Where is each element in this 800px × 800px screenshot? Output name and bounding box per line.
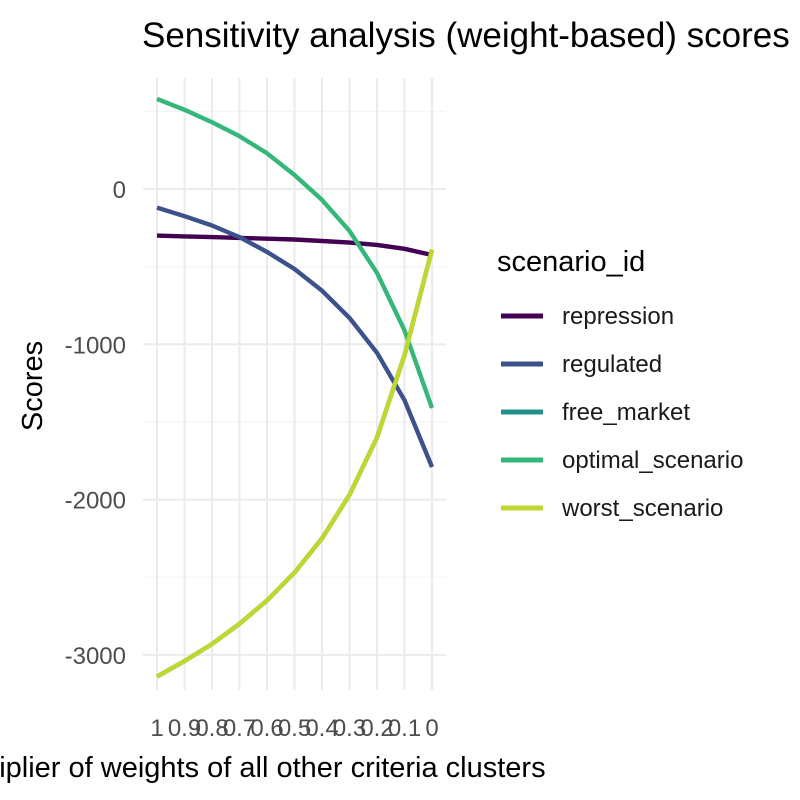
x-axis-ticks: 1 0.90.80.70.60.50.40.30.20.1 0 bbox=[150, 715, 438, 742]
series-lines bbox=[155, 96, 435, 679]
x-tick-label: 1 bbox=[150, 715, 163, 742]
series-line-worst-scenario bbox=[155, 249, 435, 679]
legend-items: repression regulated free_market optimal_sc… bbox=[501, 303, 743, 522]
x-tick-label: 0 bbox=[425, 715, 438, 742]
series-line-repression bbox=[156, 233, 433, 258]
y-axis-title: Scores bbox=[17, 341, 49, 431]
y-tick-label: -1000 bbox=[65, 332, 126, 359]
x-tick-label: 0.9 bbox=[168, 715, 201, 742]
series-line-regulated bbox=[156, 205, 435, 468]
chart-title: Sensitivity analysis (weight-based) scor… bbox=[142, 16, 790, 55]
legend-label-optimal-scenario: optimal_scenario bbox=[562, 447, 743, 474]
x-tick-label: 0.3 bbox=[333, 715, 366, 742]
x-tick-label: 0.6 bbox=[250, 715, 283, 742]
x-tick-label: 0.7 bbox=[223, 715, 256, 742]
legend-label-free-market: free_market bbox=[562, 399, 690, 426]
legend-title: scenario_id bbox=[497, 246, 645, 278]
x-tick-label: 0.2 bbox=[360, 715, 393, 742]
grid bbox=[143, 78, 446, 690]
legend-label-repression: repression bbox=[562, 303, 674, 330]
y-tick-label: -3000 bbox=[65, 643, 126, 670]
x-tick-label: 0.5 bbox=[278, 715, 311, 742]
x-tick-label: 0.1 bbox=[388, 715, 421, 742]
y-tick-label: -2000 bbox=[65, 488, 126, 515]
series-line-optimal-scenario bbox=[156, 96, 435, 409]
x-axis-title: Multiplier of weights of all other crite… bbox=[0, 752, 546, 784]
x-tick-label: 0.8 bbox=[195, 715, 228, 742]
y-axis-ticks: 0 -1000 -2000 -3000 bbox=[65, 177, 126, 670]
legend-label-worst-scenario: worst_scenario bbox=[561, 495, 723, 522]
y-tick-label: 0 bbox=[113, 177, 126, 204]
x-tick-label: 0.4 bbox=[305, 715, 338, 742]
legend-label-regulated: regulated bbox=[562, 351, 662, 378]
legend: scenario_id repression regulated free_mark… bbox=[497, 246, 743, 522]
